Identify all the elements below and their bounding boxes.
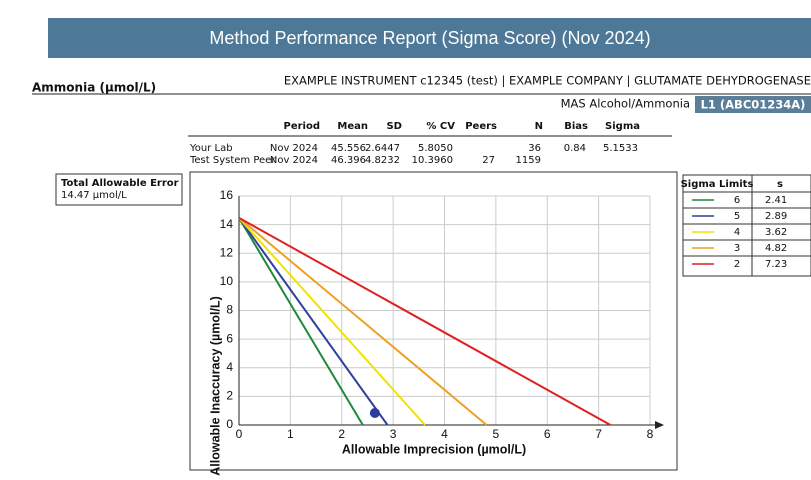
lab-point xyxy=(369,407,380,418)
cell: Nov 2024 xyxy=(270,143,318,154)
y-tick-label: 2 xyxy=(226,389,233,403)
col-header: Sigma xyxy=(605,121,640,132)
legend-sigma: 3 xyxy=(734,243,740,254)
x-tick-label: 1 xyxy=(287,427,294,441)
tae-label: Total Allowable Error xyxy=(61,178,179,189)
x-tick-label: 0 xyxy=(236,427,243,441)
y-tick-label: 0 xyxy=(226,417,233,431)
limits-header: Sigma Limits xyxy=(681,179,754,190)
col-header: Bias xyxy=(564,121,588,132)
cell: 5.8050 xyxy=(418,143,453,154)
cell: Test System Peer xyxy=(189,155,276,166)
x-tick-label: 6 xyxy=(544,427,551,441)
cell: 36 xyxy=(528,143,541,154)
x-tick-label: 8 xyxy=(647,427,654,441)
cell: 1159 xyxy=(516,155,541,166)
y-tick-label: 6 xyxy=(226,331,233,345)
sigma-line xyxy=(238,217,488,426)
sigma-line xyxy=(238,217,611,426)
cell: 4.8232 xyxy=(365,155,400,166)
control: MAS Alcohol/Ammonia xyxy=(561,97,690,111)
instrument: EXAMPLE INSTRUMENT c12345 (test) | EXAMP… xyxy=(284,74,811,88)
cell: 10.3960 xyxy=(412,155,453,166)
x-tick-label: 3 xyxy=(390,427,397,441)
x-tick-label: 2 xyxy=(338,427,345,441)
col-header: SD xyxy=(386,121,402,132)
lot: L1 (ABC01234A) xyxy=(701,98,806,112)
x-tick-label: 5 xyxy=(493,427,500,441)
y-tick-label: 10 xyxy=(220,274,234,288)
sigma-line xyxy=(238,217,389,426)
col-header: N xyxy=(535,121,543,132)
col-header: Mean xyxy=(337,121,368,132)
legend-sigma: 2 xyxy=(734,259,740,270)
y-tick-label: 12 xyxy=(220,245,234,259)
legend-sigma: 4 xyxy=(734,227,740,238)
col-header: Period xyxy=(284,121,321,132)
cell: 27 xyxy=(482,155,495,166)
legend-sigma: 5 xyxy=(734,211,740,222)
x-tick-label: 4 xyxy=(441,427,448,441)
cell: Nov 2024 xyxy=(270,155,318,166)
legend-sigma: 6 xyxy=(734,195,740,206)
tae-box xyxy=(55,173,183,206)
y-tick-label: 4 xyxy=(226,360,233,374)
cell: 46.396 xyxy=(331,155,366,166)
tae-value: 14.47 µmol/L xyxy=(61,190,127,201)
cell: 0.84 xyxy=(564,143,586,154)
x-tick-label: 7 xyxy=(595,427,602,441)
cell: 5.1533 xyxy=(603,143,638,154)
legend-s: 2.41 xyxy=(765,195,787,206)
legend-s: 2.89 xyxy=(765,211,787,222)
analyte: Ammonia (µmol/L) xyxy=(32,81,156,95)
y-tick-label: 8 xyxy=(226,303,233,317)
legend-s: 7.23 xyxy=(765,259,787,270)
limits-box xyxy=(682,174,811,277)
col-header: Peers xyxy=(465,121,497,132)
y-tick-label: 14 xyxy=(220,217,234,231)
sigma-line xyxy=(238,217,364,426)
cell: 2.6447 xyxy=(365,143,400,154)
x-axis-arrow xyxy=(655,421,664,429)
sigma-line xyxy=(238,217,426,426)
chart-box xyxy=(189,171,678,471)
legend-s: 3.62 xyxy=(765,227,787,238)
col-header: % CV xyxy=(426,121,455,132)
limits-header: s xyxy=(777,179,783,190)
x-axis-label: Allowable Imprecision (µmol/L) xyxy=(342,442,526,456)
lot-box xyxy=(695,96,811,113)
header-bar xyxy=(48,18,811,58)
cell: Your Lab xyxy=(189,143,233,154)
y-tick-label: 16 xyxy=(220,188,234,202)
y-axis-label: Allowable Inaccuracy (µmol/L) xyxy=(208,296,222,475)
cell: 45.556 xyxy=(331,143,366,154)
title: Method Performance Report (Sigma Score) … xyxy=(209,28,650,48)
legend-s: 4.82 xyxy=(765,243,787,254)
